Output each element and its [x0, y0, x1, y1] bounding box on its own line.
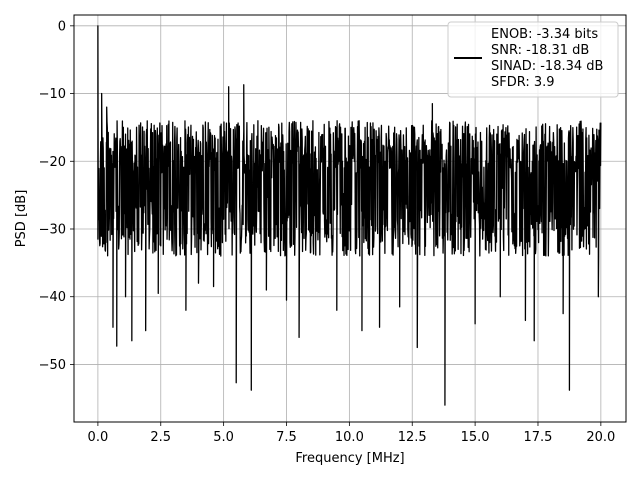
- x-axis-label: Frequency [MHz]: [295, 451, 404, 466]
- legend-sinad: SINAD: -18.34 dB: [491, 59, 603, 74]
- psd-trace: [97, 25, 602, 406]
- x-tick-label: 15.0: [461, 430, 490, 445]
- x-tick-label: 20.0: [586, 430, 615, 445]
- y-axis-label: PSD [dB]: [14, 190, 29, 248]
- y-tick-label: −30: [39, 222, 66, 237]
- x-tick-label: 5.0: [213, 430, 234, 445]
- y-tick-label: −20: [39, 155, 66, 170]
- y-tick-label: −10: [39, 87, 66, 102]
- y-tick-label: −50: [39, 358, 66, 373]
- x-tick-label: 7.5: [276, 430, 297, 445]
- x-axis-ticks: 0.0 2.5 5.0 7.5 10.0 12.5 15.0 17.5 20.0: [88, 422, 615, 445]
- x-tick-label: 17.5: [524, 430, 553, 445]
- y-tick-label: −40: [39, 290, 66, 305]
- legend: ENOB: -3.34 bits SNR: -18.31 dB SINAD: -…: [447, 21, 619, 98]
- legend-snr: SNR: -18.31 dB: [491, 43, 589, 58]
- x-tick-label: 0.0: [88, 430, 109, 445]
- axes-frame: [73, 14, 627, 423]
- legend-sfdr: SFDR: 3.9: [491, 75, 555, 90]
- legend-box: [447, 21, 619, 98]
- x-tick-label: 12.5: [398, 430, 427, 445]
- legend-enob: ENOB: -3.34 bits: [491, 27, 598, 42]
- psd-series-line: [97, 25, 602, 406]
- x-tick-label: 10.0: [335, 430, 364, 445]
- x-tick-label: 2.5: [150, 430, 171, 445]
- y-axis-ticks: 0 −10 −20 −30 −40 −50: [39, 19, 74, 373]
- y-tick-label: 0: [58, 19, 66, 34]
